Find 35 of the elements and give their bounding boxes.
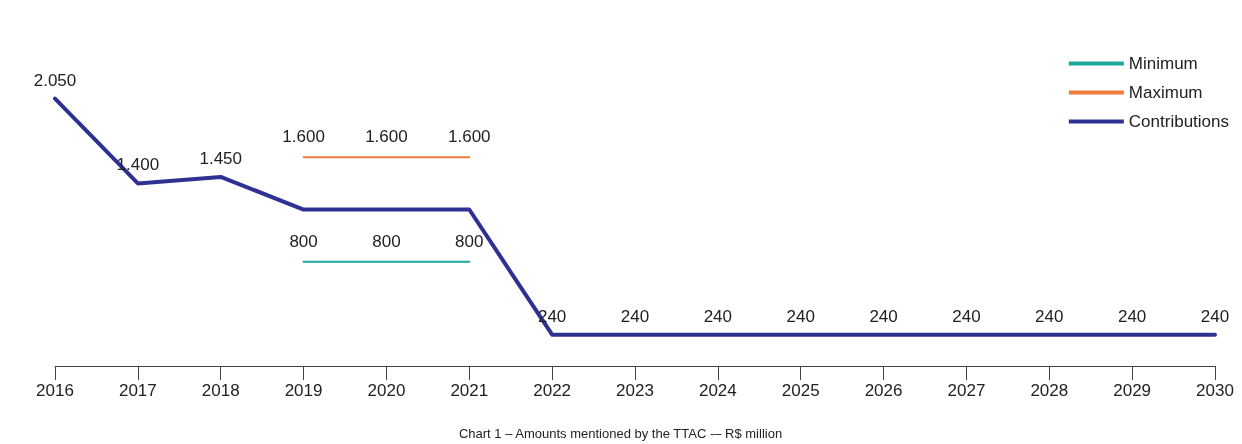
x-tick-label: 2018 bbox=[201, 381, 240, 400]
data-label: 240 bbox=[620, 306, 650, 326]
data-label: 1.450 bbox=[199, 148, 242, 168]
x-tick-label: 2029 bbox=[1113, 381, 1152, 400]
x-tick-label: 2020 bbox=[367, 381, 406, 400]
data-label: 800 bbox=[372, 231, 401, 251]
data-label: 240 bbox=[1200, 306, 1230, 326]
data-label: 240 bbox=[1035, 306, 1064, 326]
x-tick-label: 2027 bbox=[947, 381, 986, 400]
data-label: 240 bbox=[1117, 306, 1147, 326]
data-label: 240 bbox=[869, 306, 898, 326]
legend-label: Contributions bbox=[1128, 112, 1230, 131]
data-label: 240 bbox=[703, 306, 733, 326]
x-tick-label: 2024 bbox=[698, 381, 737, 400]
x-tick-label: 2022 bbox=[533, 381, 572, 400]
x-tick-label: 2025 bbox=[781, 381, 820, 400]
caption: Chart 1 – Amounts mentioned by the TTAC -– R$ million bbox=[458, 426, 783, 441]
x-tick-label: 2030 bbox=[1196, 381, 1234, 400]
legend-label: Minimum bbox=[1128, 54, 1198, 73]
x-tick-label: 2026 bbox=[864, 381, 903, 400]
data-label: 1.600 bbox=[282, 127, 325, 147]
x-tick-label: 2021 bbox=[450, 381, 489, 400]
data-label: 1.600 bbox=[365, 127, 408, 147]
data-label: 1.600 bbox=[448, 127, 491, 147]
x-tick-label: 2019 bbox=[284, 381, 323, 400]
x-tick-label: 2023 bbox=[616, 381, 654, 400]
x-tick-label: 2028 bbox=[1030, 381, 1069, 400]
data-label: 800 bbox=[455, 231, 484, 251]
data-label: 800 bbox=[289, 231, 318, 251]
legend-label: Maximum bbox=[1128, 83, 1203, 102]
data-label: 2.050 bbox=[33, 70, 77, 90]
data-label: 240 bbox=[786, 306, 815, 326]
x-tick-label: 2016 bbox=[36, 381, 74, 400]
data-label: 240 bbox=[952, 306, 981, 326]
x-tick-label: 2017 bbox=[118, 381, 157, 400]
